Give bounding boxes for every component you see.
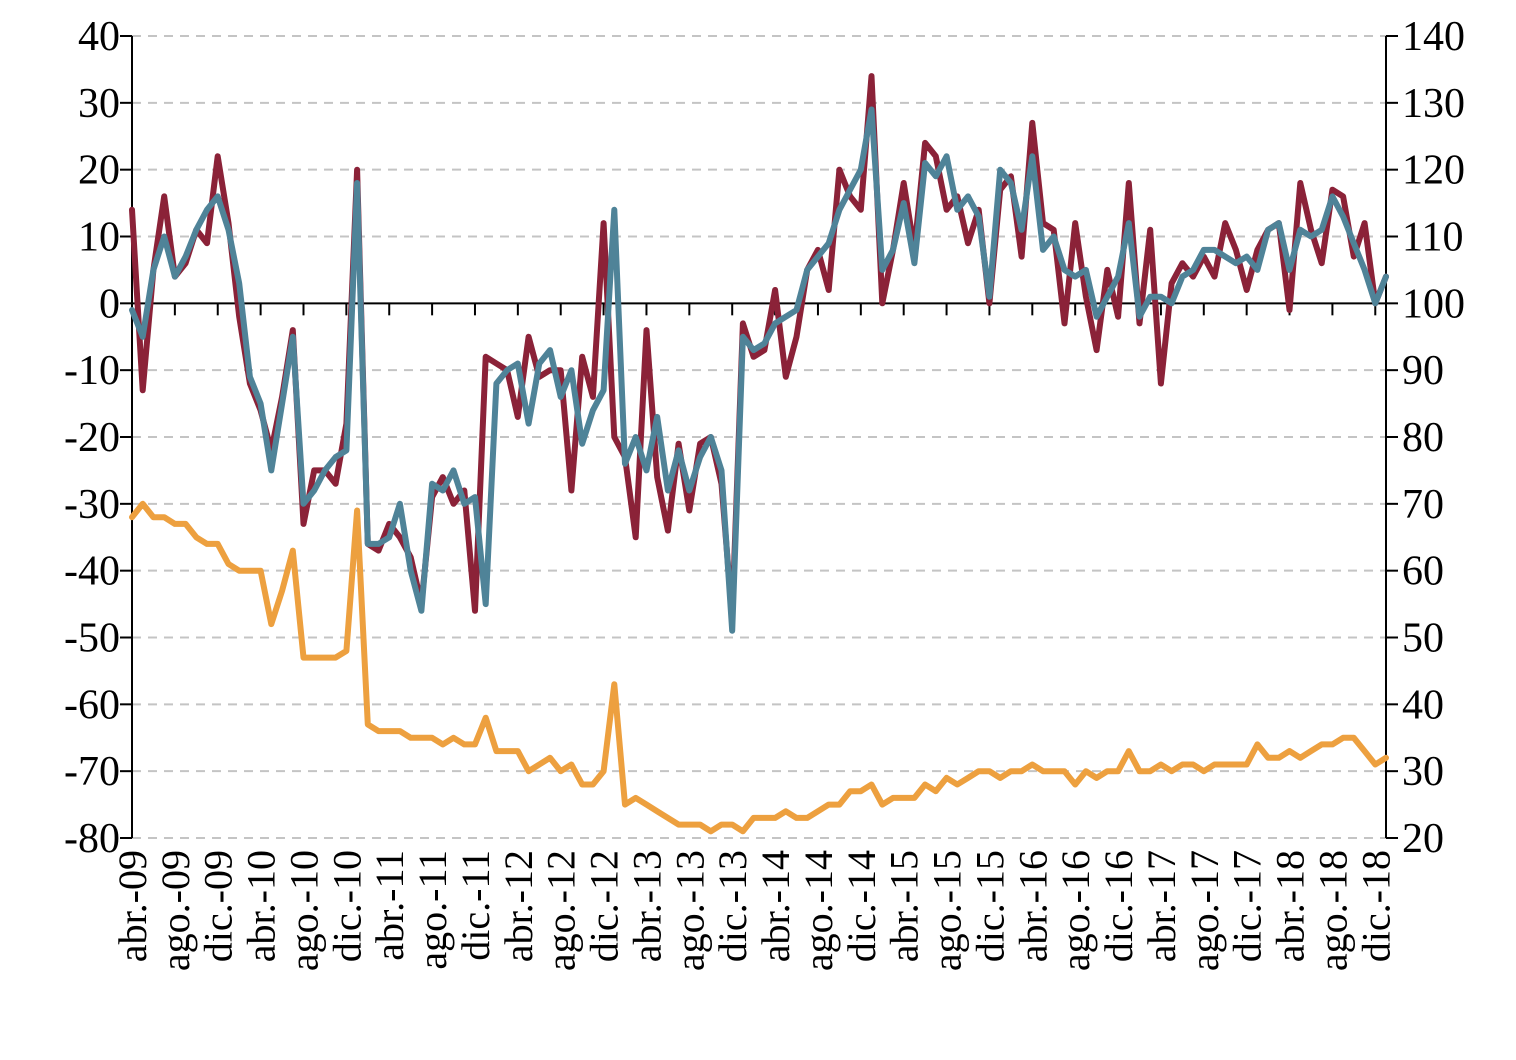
x-tick-label: abr.-10 — [239, 850, 284, 962]
x-tick-label: abr.-11 — [367, 850, 412, 961]
right-tick-label: 70 — [1402, 482, 1444, 528]
left-tick-label: 10 — [78, 215, 120, 261]
right-tick-label: 120 — [1402, 148, 1465, 194]
left-tick-label: 0 — [99, 281, 120, 327]
x-tick-label: dic.-18 — [1353, 850, 1398, 962]
x-tick-label: ago.-09 — [153, 850, 198, 971]
x-tick-label: dic.-16 — [1096, 850, 1141, 962]
right-tick-label: 90 — [1402, 348, 1444, 394]
x-tick-label: ago.-14 — [796, 850, 841, 971]
left-tick-label: -50 — [64, 616, 120, 662]
left-tick-label: 20 — [78, 148, 120, 194]
x-tick-label: dic.-17 — [1225, 850, 1270, 962]
x-tick-label: dic.-12 — [582, 850, 627, 962]
x-tick-label: ago.-16 — [1053, 850, 1098, 971]
right-tick-label: 40 — [1402, 682, 1444, 728]
left-tick-label: 30 — [78, 81, 120, 127]
x-tick-label: ago.-15 — [925, 850, 970, 971]
left-y-axis: 40 30 20 10 0 -10 -20 -30 -40 -50 -60 -70 -80 — [64, 14, 132, 862]
right-tick-label: 80 — [1402, 415, 1444, 461]
right-tick-label: 20 — [1402, 816, 1444, 862]
x-tick-label: ago.-18 — [1310, 850, 1355, 971]
right-tick-label: 30 — [1402, 749, 1444, 795]
x-tick-label: abr.-12 — [496, 850, 541, 962]
left-tick-label: 40 — [78, 14, 120, 60]
left-tick-label: -40 — [64, 549, 120, 595]
left-tick-label: -30 — [64, 482, 120, 528]
x-tick-label: dic.-13 — [710, 850, 755, 962]
gridlines — [132, 35, 1386, 839]
right-tick-label: 140 — [1402, 14, 1465, 60]
left-tick-label: -80 — [64, 816, 120, 862]
left-tick-label: -60 — [64, 682, 120, 728]
x-tick-label: dic.-10 — [324, 850, 369, 962]
right-tick-label: 100 — [1402, 281, 1465, 327]
right-y-axis: 140 130 120 110 100 90 80 70 60 50 40 30 20 — [1386, 14, 1465, 862]
x-tick-label: abr.-09 — [110, 850, 155, 962]
x-tick-label: abr.-13 — [624, 850, 669, 962]
series-line-1 — [129, 106, 1389, 634]
right-tick-label: 110 — [1402, 215, 1463, 261]
x-tick-label: dic.-14 — [839, 850, 884, 962]
x-tick-label: dic.-11 — [453, 850, 498, 961]
x-tick-label: abr.-15 — [882, 850, 927, 962]
x-tick-label: ago.-17 — [1182, 850, 1227, 971]
x-tick-label: abr.-17 — [1139, 850, 1184, 962]
x-tick-label: dic.-09 — [196, 850, 241, 962]
series-line-2 — [129, 500, 1389, 835]
right-tick-label: 130 — [1402, 81, 1465, 127]
x-tick-label: dic.-15 — [967, 850, 1012, 962]
x-tick-label: ago.-12 — [539, 850, 584, 971]
x-tick-label: ago.-13 — [667, 850, 712, 971]
x-tick-label: ago.-11 — [410, 850, 455, 970]
series-layer — [129, 73, 1389, 835]
left-tick-label: -10 — [64, 348, 120, 394]
left-tick-label: -20 — [64, 415, 120, 461]
left-tick-label: -70 — [64, 749, 120, 795]
right-tick-label: 50 — [1402, 616, 1444, 662]
x-tick-label: abr.-14 — [753, 850, 798, 962]
x-tick-label: ago.-10 — [281, 850, 326, 971]
x-tick-label: abr.-18 — [1268, 850, 1313, 962]
x-axis: abr.-09ago.-09dic.-09abr.-10ago.-10dic.-… — [110, 303, 1398, 971]
right-tick-label: 60 — [1402, 549, 1444, 595]
x-tick-label: abr.-16 — [1010, 850, 1055, 962]
